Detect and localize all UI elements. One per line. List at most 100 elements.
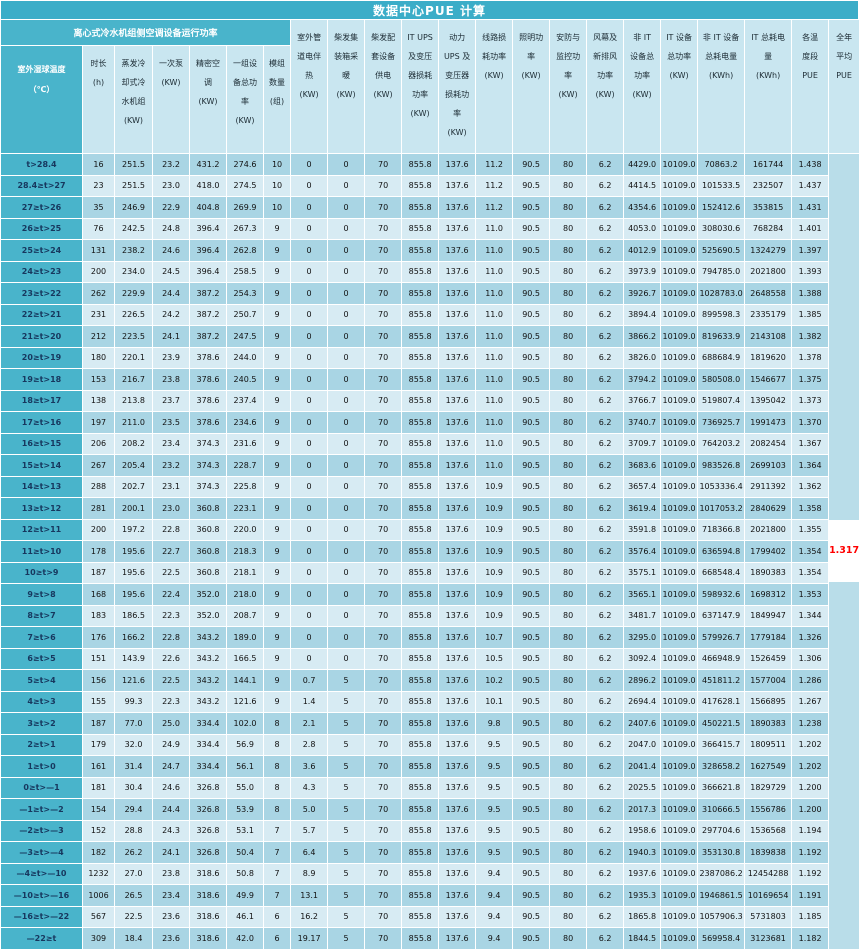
data-cell[interactable]: 80 (549, 884, 588, 907)
data-cell[interactable]: 0 (290, 303, 329, 326)
data-cell[interactable]: 70 (364, 604, 403, 627)
data-cell[interactable]: 855.8 (401, 174, 440, 197)
data-cell[interactable]: 10109.0 (660, 432, 699, 455)
data-cell[interactable]: 90.5 (512, 733, 551, 756)
data-cell[interactable]: 579926.7 (697, 626, 746, 649)
data-cell[interactable]: 1.4 (290, 690, 329, 713)
data-cell[interactable]: 855.8 (401, 282, 440, 305)
data-cell[interactable]: 226.5 (114, 303, 153, 326)
data-cell[interactable]: 378.6 (189, 411, 227, 434)
data-cell[interactable]: 6.2 (586, 712, 625, 735)
data-cell[interactable]: 9 (262, 518, 292, 541)
data-cell[interactable]: 90.5 (512, 841, 551, 864)
data-cell[interactable]: 70 (364, 583, 403, 606)
column-header-wet-bulb-temperature[interactable]: 室外湿球温度 （℃） (0, 45, 83, 154)
row-label-temperature-range[interactable]: 9≥t>8 (0, 583, 83, 606)
data-cell[interactable]: 137.6 (438, 475, 477, 498)
data-cell[interactable]: 580508.0 (697, 368, 746, 391)
data-cell[interactable]: 90.5 (512, 905, 551, 928)
data-cell[interactable]: 137.6 (438, 690, 477, 713)
data-cell[interactable]: 80 (549, 841, 588, 864)
data-cell[interactable]: 334.4 (189, 733, 227, 756)
row-label-temperature-range[interactable]: 8≥t>7 (0, 604, 83, 627)
data-cell[interactable]: 137.6 (438, 798, 477, 821)
data-cell[interactable]: 387.2 (189, 282, 227, 305)
data-cell[interactable]: 1.393 (791, 260, 830, 283)
data-cell[interactable]: 23.4 (152, 432, 190, 455)
data-cell[interactable]: 99.3 (114, 690, 153, 713)
data-cell[interactable]: 181 (82, 776, 115, 799)
data-cell[interactable]: 0 (290, 518, 329, 541)
data-cell[interactable]: 90.5 (512, 389, 551, 412)
data-cell[interactable]: 218.0 (226, 583, 264, 606)
data-cell[interactable]: 90.5 (512, 475, 551, 498)
data-cell[interactable]: 90.5 (512, 196, 551, 219)
data-cell[interactable]: 250.7 (226, 303, 264, 326)
column-header[interactable]: 动力 UPS 及 变压器 损耗功 率 (KW) (438, 19, 477, 154)
data-cell[interactable]: 10109.0 (660, 669, 699, 692)
data-cell[interactable]: 228.7 (226, 454, 264, 477)
data-cell[interactable]: 1.375 (791, 368, 830, 391)
data-cell[interactable]: 6 (262, 905, 292, 928)
data-cell[interactable]: 3740.7 (623, 411, 662, 434)
data-cell[interactable]: 70 (364, 884, 403, 907)
data-cell[interactable]: 0 (290, 647, 329, 670)
data-cell[interactable]: 4012.9 (623, 239, 662, 262)
data-cell[interactable]: 3794.2 (623, 368, 662, 391)
data-cell[interactable]: 318.6 (189, 905, 227, 928)
data-cell[interactable]: 6.2 (586, 669, 625, 692)
column-header[interactable]: 一组设 备总功 率 (KW) (226, 45, 264, 154)
data-cell[interactable]: 10.9 (475, 583, 514, 606)
row-label-temperature-range[interactable]: 25≥t>24 (0, 239, 83, 262)
data-cell[interactable]: 90.5 (512, 346, 551, 369)
data-cell[interactable]: 9.5 (475, 841, 514, 864)
data-cell[interactable]: 5 (327, 905, 366, 928)
data-cell[interactable]: 6.2 (586, 260, 625, 283)
data-cell[interactable]: 360.8 (189, 497, 227, 520)
data-cell[interactable]: 6.2 (586, 755, 625, 778)
data-cell[interactable]: 90.5 (512, 368, 551, 391)
data-cell[interactable]: 9 (262, 325, 292, 348)
data-cell[interactable]: 137.6 (438, 411, 477, 434)
data-cell[interactable]: 0 (290, 411, 329, 434)
data-cell[interactable]: 10109.0 (660, 583, 699, 606)
data-cell[interactable]: 70 (364, 733, 403, 756)
data-cell[interactable]: 1.344 (791, 604, 830, 627)
row-label-temperature-range[interactable]: 23≥t>22 (0, 282, 83, 305)
data-cell[interactable]: 5.0 (290, 798, 329, 821)
data-cell[interactable]: 24.4 (152, 798, 190, 821)
data-cell[interactable]: 855.8 (401, 884, 440, 907)
data-cell[interactable]: 80 (549, 755, 588, 778)
data-cell[interactable]: 855.8 (401, 518, 440, 541)
data-cell[interactable]: 24.9 (152, 733, 190, 756)
data-cell[interactable]: 1057906.3 (697, 905, 746, 928)
data-cell[interactable]: 1829729 (744, 776, 793, 799)
data-cell[interactable]: 0 (290, 604, 329, 627)
data-cell[interactable]: 417628.1 (697, 690, 746, 713)
data-cell[interactable]: 2840629 (744, 497, 793, 520)
data-cell[interactable]: 23.5 (152, 411, 190, 434)
column-header[interactable]: 柴发集 装箱采 暖 (KW) (327, 19, 366, 154)
data-cell[interactable]: 24.7 (152, 755, 190, 778)
data-cell[interactable]: 70 (364, 260, 403, 283)
row-label-temperature-range[interactable]: 26≥t>25 (0, 217, 83, 240)
data-cell[interactable]: 90.5 (512, 217, 551, 240)
data-cell[interactable]: 70 (364, 776, 403, 799)
row-label-temperature-range[interactable]: 2≥t>1 (0, 733, 83, 756)
data-cell[interactable]: 16 (82, 153, 115, 176)
data-cell[interactable]: 53.1 (226, 819, 264, 842)
row-label-temperature-range[interactable]: 18≥t>17 (0, 389, 83, 412)
data-cell[interactable]: 10109.0 (660, 540, 699, 563)
data-cell[interactable]: 1.397 (791, 239, 830, 262)
data-cell[interactable]: 70 (364, 497, 403, 520)
data-cell[interactable]: 6.2 (586, 733, 625, 756)
data-cell[interactable]: 2017.3 (623, 798, 662, 821)
data-cell[interactable]: 2699103 (744, 454, 793, 477)
data-cell[interactable]: 70 (364, 282, 403, 305)
data-cell[interactable]: 569958.4 (697, 927, 746, 950)
data-cell[interactable]: 855.8 (401, 626, 440, 649)
column-header[interactable]: 线路损 耗功率 (KW) (475, 19, 514, 154)
data-cell[interactable]: 90.5 (512, 647, 551, 670)
data-cell[interactable]: 378.6 (189, 389, 227, 412)
data-cell[interactable]: 144.1 (226, 669, 264, 692)
